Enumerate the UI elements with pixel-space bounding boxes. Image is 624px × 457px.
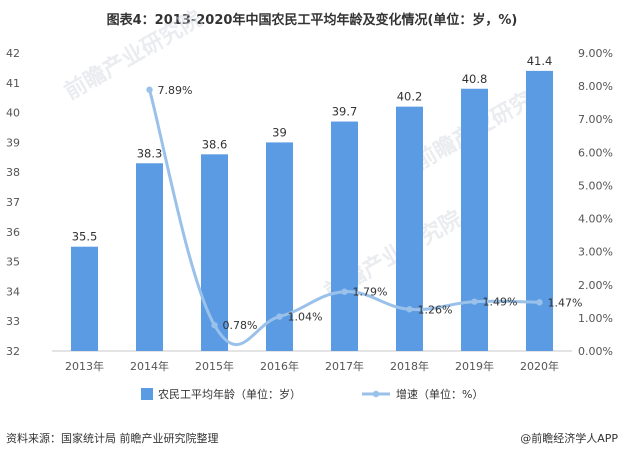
growth-value-label: 1.47% — [548, 296, 583, 309]
x-tick-label: 2018年 — [390, 359, 429, 373]
y-left-tick-label: 37 — [6, 196, 20, 209]
y-right-tick-label: 9.00% — [578, 47, 613, 60]
x-tick-label: 2013年 — [65, 359, 104, 373]
growth-value-label: 1.49% — [483, 296, 518, 309]
growth-point — [341, 288, 348, 295]
y-left-tick-label: 36 — [6, 226, 20, 239]
x-tick-label: 2015年 — [195, 359, 234, 373]
y-left-tick-label: 34 — [6, 285, 20, 298]
y-left-tick-label: 42 — [6, 47, 20, 60]
brand-credit: @前瞻经济学人APP — [520, 431, 618, 445]
bar — [461, 88, 488, 351]
growth-value-label: 1.79% — [353, 286, 388, 299]
growth-value-label: 0.78% — [223, 319, 258, 332]
y-left-tick-label: 35 — [6, 256, 20, 269]
y-right-tick-label: 5.00% — [578, 179, 613, 192]
legend-line-marker — [372, 390, 380, 398]
growth-value-label: 7.89% — [158, 84, 193, 97]
y-left-tick-label: 41 — [6, 77, 20, 90]
growth-point — [536, 299, 543, 306]
legend-bar-label: 农民工平均年龄（单位：岁） — [158, 387, 301, 401]
growth-point — [471, 298, 478, 305]
y-right-tick-label: 8.00% — [578, 80, 613, 93]
y-left-tick-label: 39 — [6, 136, 20, 149]
bar-value-label: 40.8 — [462, 72, 488, 86]
bar — [331, 121, 358, 351]
bar-value-label: 41.4 — [527, 54, 553, 68]
bar-value-label: 35.5 — [72, 230, 98, 244]
growth-point — [406, 306, 413, 313]
growth-point — [146, 86, 153, 93]
y-left-tick-label: 32 — [6, 345, 20, 358]
bar-series: 35.5 38.3 38.6 39 39.7 40.2 40.8 41.4 — [71, 54, 553, 351]
bar-value-label: 38.3 — [137, 146, 163, 160]
bar — [201, 154, 228, 351]
chart-title: 图表4：2013-2020年中国农民工平均年龄及变化情况(单位：岁，%) — [107, 12, 518, 28]
growth-point — [211, 321, 218, 329]
y-right-tick-label: 7.00% — [578, 113, 613, 126]
source-note: 资料来源：国家统计局 前瞻产业研究院整理 — [6, 431, 219, 445]
growth-point — [276, 313, 283, 320]
x-tick-label: 2014年 — [130, 359, 169, 373]
legend-line-label: 增速（单位：%） — [396, 387, 483, 401]
bar — [71, 246, 98, 351]
legend: 农民工平均年龄（单位：岁） 增速（单位：%） — [141, 387, 483, 401]
x-tick-label: 2017年 — [325, 359, 364, 373]
bar-value-label: 40.2 — [397, 90, 423, 104]
x-tick-label: 2016年 — [260, 359, 299, 373]
x-tick-label: 2019年 — [455, 359, 494, 373]
growth-value-label: 1.26% — [418, 303, 453, 316]
bar-value-label: 38.6 — [202, 137, 228, 151]
legend-bar-swatch — [141, 388, 153, 400]
growth-line — [148, 89, 540, 347]
bar-value-label: 39 — [272, 125, 287, 139]
growth-value-label: 1.04% — [288, 311, 323, 324]
axes: 32 33 34 35 36 37 38 39 40 41 42 0.00% 1.00% 2.00% 3.0… — [6, 47, 613, 373]
y-right-tick-label: 3.00% — [578, 246, 613, 259]
y-right-tick-label: 4.00% — [578, 213, 613, 226]
y-right-tick-label: 1.00% — [578, 312, 613, 325]
y-left-tick-label: 40 — [6, 107, 20, 120]
y-right-tick-label: 0.00% — [578, 345, 613, 358]
y-left-tick-label: 33 — [6, 315, 20, 328]
x-tick-label: 2020年 — [520, 359, 559, 373]
line-series: 7.89% 0.78% 1.04% 1.79% 1.26% 1.49% 1.47% — [146, 84, 583, 347]
y-right-tick-label: 6.00% — [578, 146, 613, 159]
bar-value-label: 39.7 — [332, 105, 358, 119]
y-left-tick-label: 38 — [6, 166, 20, 179]
bar — [136, 163, 163, 351]
y-right-tick-label: 2.00% — [578, 279, 613, 292]
